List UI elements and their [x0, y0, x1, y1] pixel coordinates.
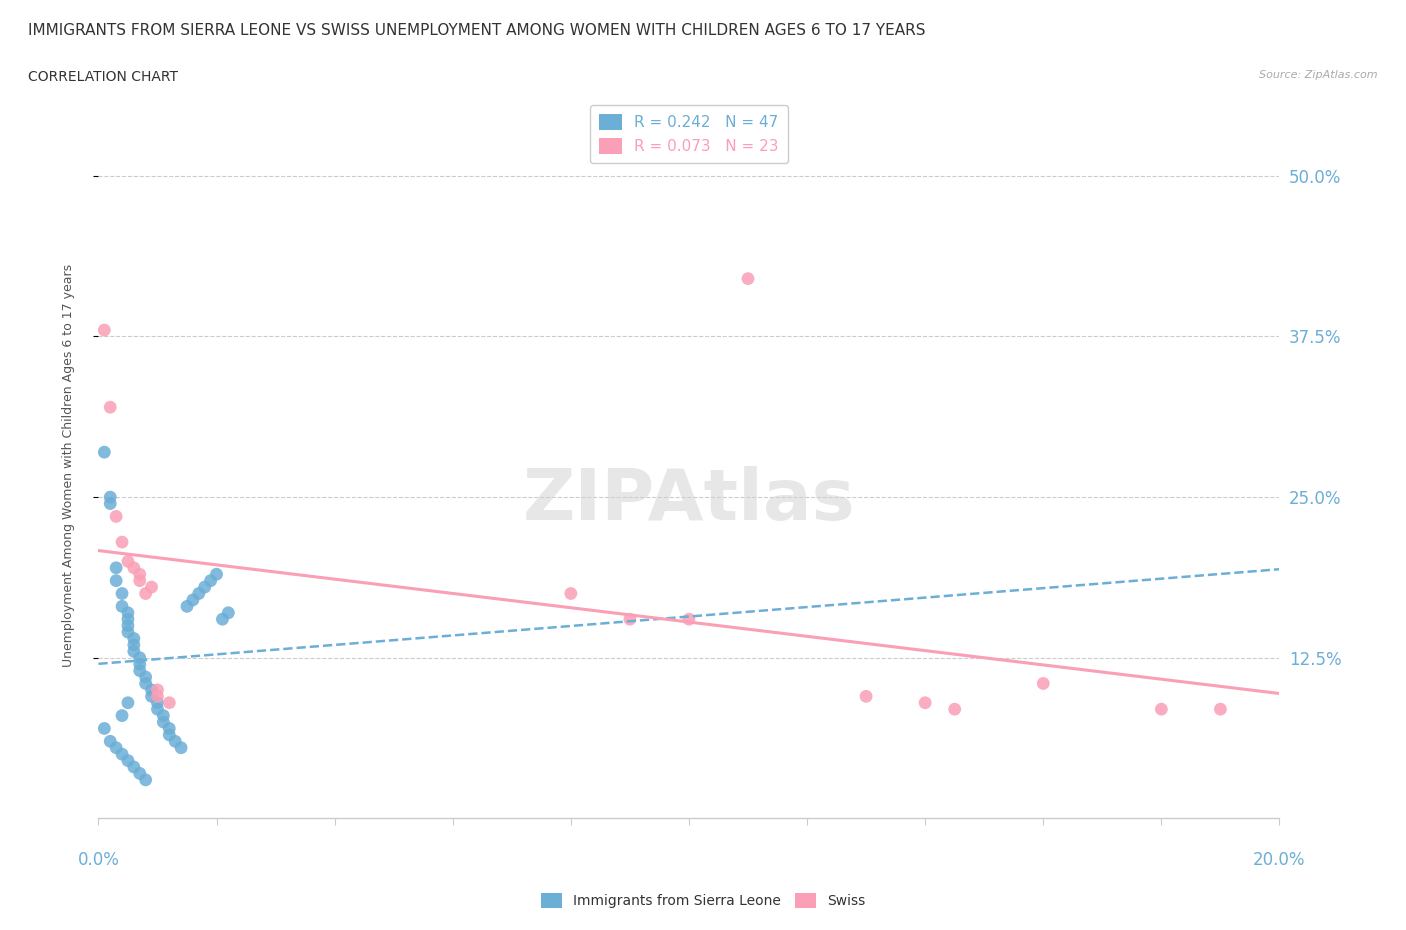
Point: [128, 766, 150, 781]
Point: [187, 586, 209, 601]
Point: [135, 586, 157, 601]
Text: CORRELATION CHART: CORRELATION CHART: [28, 70, 179, 84]
Point: [128, 566, 150, 581]
Y-axis label: Unemployment Among Women with Children Ages 6 to 17 years: Unemployment Among Women with Children A…: [62, 263, 75, 667]
Point: [194, 579, 217, 594]
Legend: Immigrants from Sierra Leone, Swiss: Immigrants from Sierra Leone, Swiss: [536, 888, 870, 914]
Point: [141, 579, 163, 594]
Point: [217, 605, 239, 620]
Point: [157, 696, 180, 711]
Point: [135, 773, 157, 788]
Point: [93, 445, 115, 459]
Point: [117, 612, 139, 627]
Point: [560, 586, 582, 601]
Point: [619, 612, 641, 627]
Point: [117, 753, 139, 768]
Point: [1032, 676, 1054, 691]
Point: [170, 740, 193, 755]
Point: [205, 566, 228, 581]
Point: [135, 670, 157, 684]
Point: [211, 612, 233, 627]
Point: [117, 554, 139, 569]
Point: [111, 599, 134, 614]
Legend: R = 0.242   N = 47, R = 0.073   N = 23: R = 0.242 N = 47, R = 0.073 N = 23: [591, 105, 787, 163]
Point: [855, 689, 877, 704]
Text: 20.0%: 20.0%: [1253, 851, 1306, 869]
Text: IMMIGRANTS FROM SIERRA LEONE VS SWISS UNEMPLOYMENT AMONG WOMEN WITH CHILDREN AGE: IMMIGRANTS FROM SIERRA LEONE VS SWISS UN…: [28, 23, 925, 38]
Point: [122, 644, 145, 658]
Point: [105, 740, 128, 755]
Point: [98, 400, 121, 415]
Point: [122, 561, 145, 576]
Point: [152, 714, 174, 729]
Point: [1209, 702, 1232, 717]
Point: [943, 702, 966, 717]
Point: [128, 650, 150, 665]
Point: [176, 599, 198, 614]
Point: [122, 760, 145, 775]
Point: [200, 573, 222, 588]
Point: [111, 535, 134, 550]
Point: [117, 625, 139, 640]
Point: [737, 272, 759, 286]
Point: [914, 696, 936, 711]
Text: 0.0%: 0.0%: [77, 851, 120, 869]
Point: [98, 496, 121, 511]
Point: [93, 721, 115, 736]
Point: [117, 605, 139, 620]
Point: [157, 721, 180, 736]
Point: [181, 592, 204, 607]
Text: ZIPAtlas: ZIPAtlas: [523, 466, 855, 535]
Point: [141, 683, 163, 698]
Point: [678, 612, 700, 627]
Point: [1150, 702, 1173, 717]
Point: [93, 323, 115, 338]
Point: [141, 689, 163, 704]
Point: [157, 727, 180, 742]
Point: [111, 586, 134, 601]
Point: [146, 683, 169, 698]
Point: [105, 509, 128, 524]
Point: [128, 657, 150, 671]
Point: [152, 708, 174, 723]
Point: [122, 631, 145, 646]
Point: [165, 734, 187, 749]
Point: [122, 637, 145, 652]
Point: [146, 696, 169, 711]
Point: [146, 689, 169, 704]
Point: [128, 663, 150, 678]
Point: [98, 490, 121, 505]
Point: [111, 708, 134, 723]
Point: [105, 573, 128, 588]
Point: [135, 676, 157, 691]
Text: Source: ZipAtlas.com: Source: ZipAtlas.com: [1260, 70, 1378, 80]
Point: [105, 561, 128, 576]
Point: [128, 573, 150, 588]
Point: [146, 702, 169, 717]
Point: [117, 696, 139, 711]
Point: [111, 747, 134, 762]
Point: [117, 618, 139, 633]
Point: [98, 734, 121, 749]
